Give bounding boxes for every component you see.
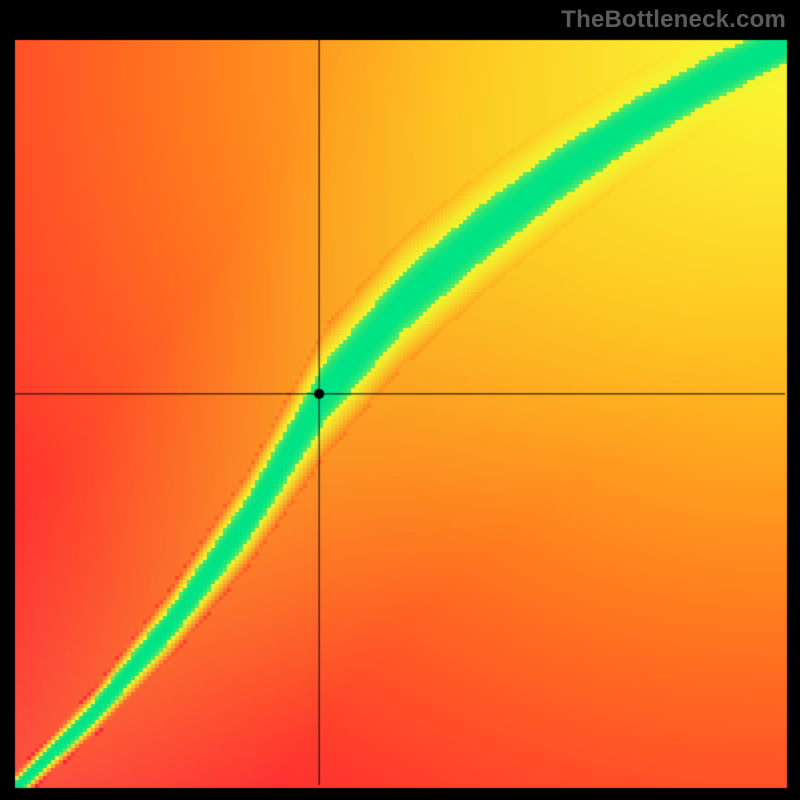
watermark-text: TheBottleneck.com bbox=[561, 6, 786, 34]
bottleneck-heatmap bbox=[0, 0, 800, 800]
chart-container: TheBottleneck.com bbox=[0, 0, 800, 800]
